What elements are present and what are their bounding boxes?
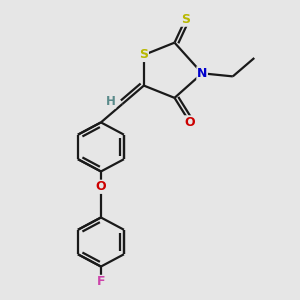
Text: F: F xyxy=(97,275,105,288)
Text: O: O xyxy=(96,180,106,193)
Text: O: O xyxy=(184,116,195,129)
Text: H: H xyxy=(106,95,116,108)
Text: S: S xyxy=(181,13,190,26)
Text: N: N xyxy=(197,67,207,80)
Text: S: S xyxy=(140,48,148,62)
